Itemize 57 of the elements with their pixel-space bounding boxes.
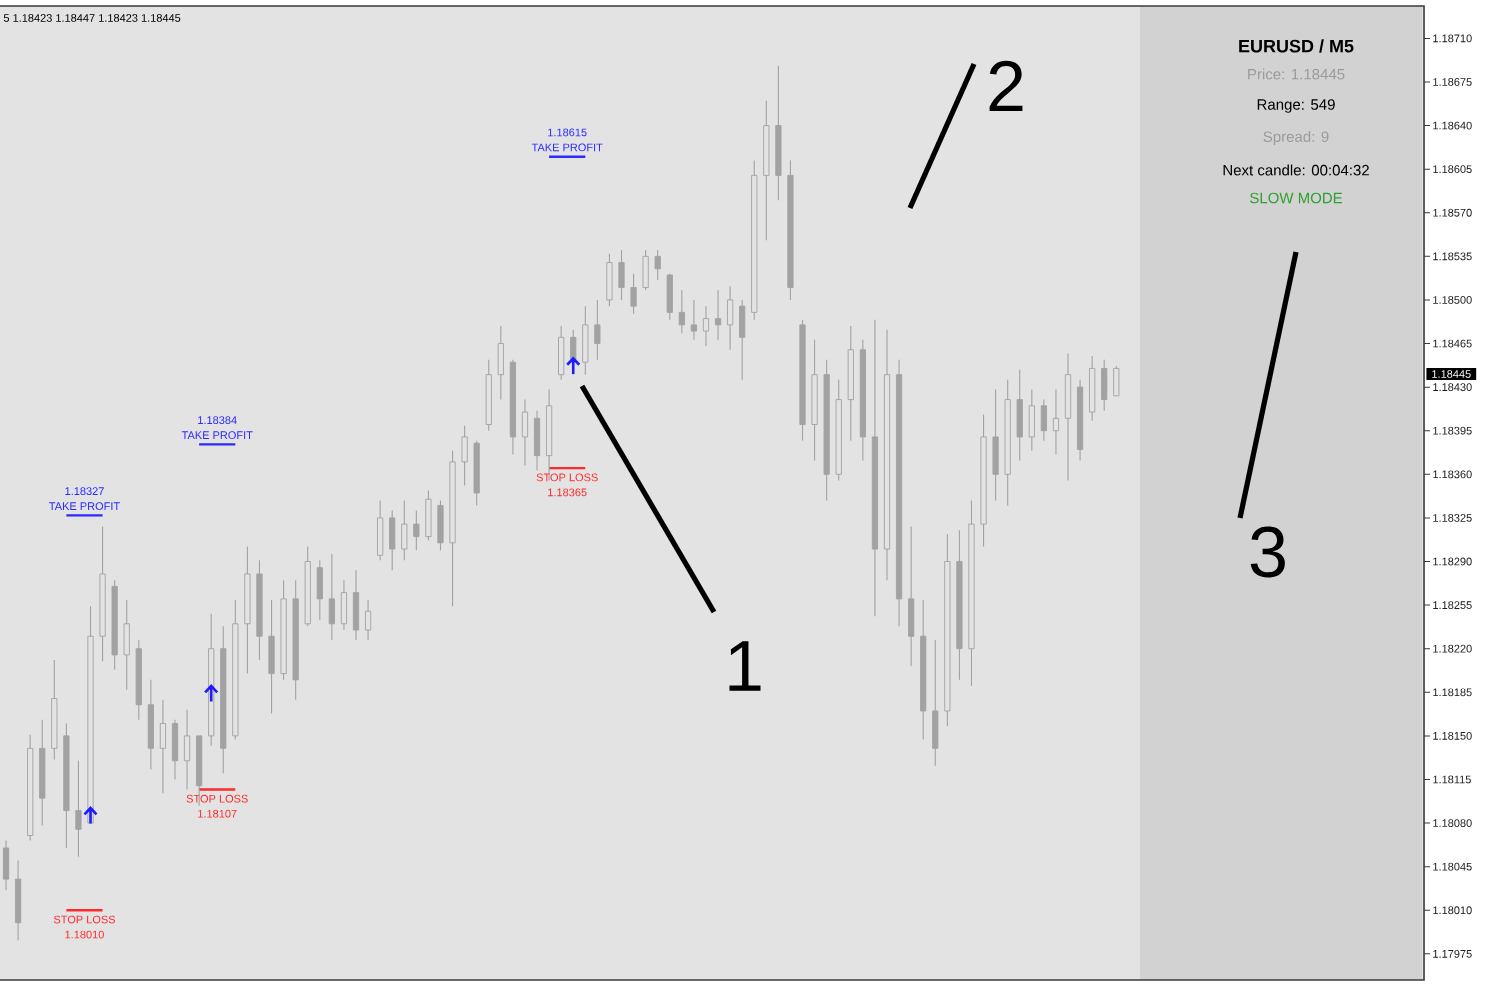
candlestick xyxy=(1052,389,1060,455)
candlestick xyxy=(15,859,22,941)
candlestick xyxy=(678,289,685,335)
candlestick xyxy=(497,325,504,401)
candlestick xyxy=(123,599,130,691)
point xyxy=(203,684,219,703)
candlestick xyxy=(437,499,444,551)
candlestick xyxy=(171,719,179,781)
candlestick xyxy=(739,299,746,381)
annotation: EURUSD / M5 xyxy=(1239,39,1354,53)
point xyxy=(83,806,98,825)
candlestick xyxy=(2,839,10,891)
candlestick xyxy=(364,599,372,641)
candlestick xyxy=(147,679,154,771)
point xyxy=(565,357,581,376)
candlestick xyxy=(268,599,275,715)
candlestick xyxy=(377,499,384,561)
candlestick xyxy=(1040,399,1047,442)
candlestick xyxy=(727,285,734,351)
candlestick xyxy=(714,289,722,341)
candlestick xyxy=(425,489,432,541)
candlestick xyxy=(1064,352,1072,482)
candlestick xyxy=(1101,359,1108,412)
candlestick xyxy=(413,509,420,551)
candlestick xyxy=(328,553,335,641)
annotation: 1 xyxy=(729,641,761,691)
candlestick xyxy=(630,273,637,315)
candlestick xyxy=(594,299,601,361)
annotation: 3 xyxy=(1250,526,1285,578)
candlestick xyxy=(992,389,999,502)
candlestick xyxy=(75,760,82,858)
candlestick xyxy=(183,709,191,790)
candlestick xyxy=(908,526,915,667)
candlestick xyxy=(558,325,565,381)
candlestick xyxy=(1089,355,1096,422)
candlestick xyxy=(1016,369,1023,462)
candlestick xyxy=(533,410,541,472)
candlestick xyxy=(521,399,529,467)
candlestick xyxy=(401,499,408,561)
candlestick xyxy=(690,299,698,341)
candlestick xyxy=(352,569,360,641)
candlestick xyxy=(932,639,939,767)
candlestick xyxy=(1028,389,1035,452)
candlestick xyxy=(606,253,613,307)
candlestick xyxy=(389,509,396,571)
candlestick xyxy=(654,249,661,281)
candlestick xyxy=(159,699,167,794)
candlestick xyxy=(618,249,625,301)
candlestick xyxy=(1113,365,1120,397)
candlestick xyxy=(666,273,673,321)
candlestick xyxy=(316,559,323,621)
annotation: 2 xyxy=(989,60,1023,112)
candlestick xyxy=(642,249,649,291)
candlestick xyxy=(702,305,710,347)
candlestick xyxy=(340,579,348,631)
candlestick xyxy=(461,425,468,487)
candlestick xyxy=(582,305,589,376)
